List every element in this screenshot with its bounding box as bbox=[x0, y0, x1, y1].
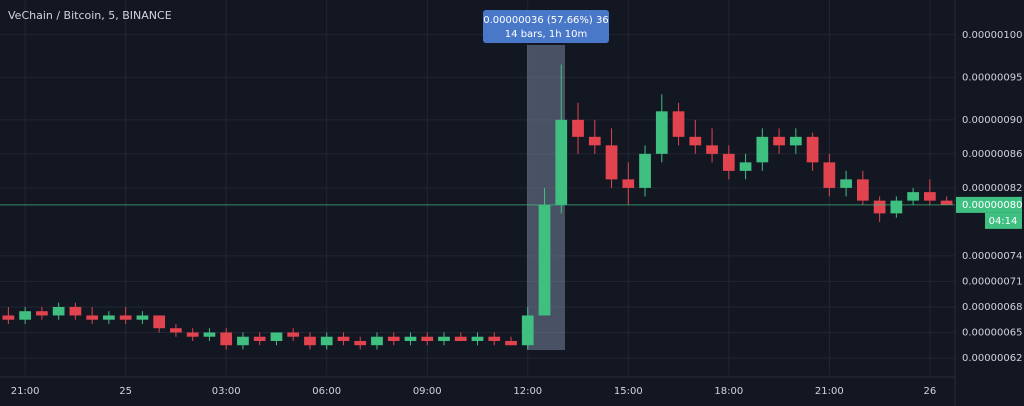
candle-body bbox=[136, 315, 149, 320]
candle-body bbox=[354, 340, 367, 346]
y-tick-label: 0.00000074 bbox=[962, 251, 1022, 262]
y-tick-label: 0.00000068 bbox=[962, 302, 1022, 313]
candle-body bbox=[605, 145, 618, 180]
candle-body bbox=[119, 315, 132, 320]
candle-body bbox=[689, 136, 702, 146]
candle-body bbox=[153, 315, 166, 329]
y-tick-label: 0.00000082 bbox=[962, 183, 1022, 194]
candle-body bbox=[36, 311, 48, 316]
x-tick-label: 21:00 bbox=[815, 386, 844, 397]
candle-body bbox=[438, 336, 450, 341]
candle-body bbox=[421, 336, 434, 341]
candle-body bbox=[706, 145, 718, 154]
candle-body bbox=[840, 179, 852, 188]
candle-body bbox=[103, 315, 115, 320]
candle-body bbox=[572, 119, 584, 137]
x-tick-label: 03:00 bbox=[212, 386, 241, 397]
candle-body bbox=[756, 136, 769, 163]
measure-box bbox=[483, 10, 609, 43]
candle-body bbox=[655, 111, 668, 154]
candle-body bbox=[739, 162, 752, 171]
candle-body bbox=[270, 332, 283, 341]
candle-body bbox=[890, 200, 903, 214]
candle-body bbox=[521, 315, 534, 346]
last-price-label: 0.00000080 bbox=[962, 200, 1022, 211]
candle-body bbox=[19, 311, 31, 320]
x-tick-label: 26 bbox=[924, 386, 937, 397]
candle-body bbox=[52, 306, 65, 316]
y-tick-label: 0.00000095 bbox=[962, 72, 1022, 83]
measure-label: 0.00000036 (57.66%) 36 bbox=[483, 15, 608, 26]
candle-body bbox=[488, 336, 501, 341]
y-tick-label: 0.00000086 bbox=[962, 149, 1022, 160]
candle-body bbox=[237, 336, 249, 346]
x-tick-label: 15:00 bbox=[614, 386, 643, 397]
candle-body bbox=[203, 332, 216, 337]
candle-body bbox=[337, 336, 350, 341]
candle-body bbox=[371, 336, 383, 346]
y-tick-label: 0.00000062 bbox=[962, 353, 1022, 364]
candle-body bbox=[186, 332, 199, 337]
last-price-tag bbox=[956, 196, 1022, 213]
candle-body bbox=[69, 306, 82, 316]
candle-body bbox=[387, 336, 400, 341]
x-tick-label: 09:00 bbox=[413, 386, 442, 397]
candle-body bbox=[404, 336, 417, 341]
candle-body bbox=[538, 204, 551, 316]
candle-body bbox=[773, 136, 785, 146]
candle-body bbox=[722, 153, 735, 171]
candle-body bbox=[86, 315, 99, 320]
y-tick-label: 0.00000065 bbox=[962, 327, 1022, 338]
x-tick-label: 25 bbox=[119, 386, 132, 397]
candle-body bbox=[471, 336, 484, 341]
countdown-label: 04:14 bbox=[989, 216, 1018, 227]
y-tick-label: 0.00000071 bbox=[962, 276, 1022, 287]
measure-sublabel: 14 bars, 1h 10m bbox=[505, 29, 587, 40]
x-tick-label: 18:00 bbox=[714, 386, 743, 397]
y-tick-label: 0.00000090 bbox=[962, 115, 1022, 126]
candle-body bbox=[2, 315, 15, 320]
plot bbox=[0, 64, 955, 350]
candle-body bbox=[304, 336, 316, 346]
countdown-tag bbox=[985, 212, 1022, 229]
candle-body bbox=[555, 119, 568, 205]
candle-body bbox=[622, 179, 635, 188]
candle-body bbox=[907, 192, 919, 201]
candle-body bbox=[454, 336, 467, 341]
y-tick-label: 0.00000100 bbox=[962, 30, 1022, 41]
x-tick-label: 12:00 bbox=[513, 386, 542, 397]
candle-body bbox=[287, 332, 300, 337]
candle-body bbox=[253, 336, 266, 341]
candle-body bbox=[873, 200, 886, 214]
candle-body bbox=[220, 332, 233, 346]
candle-body bbox=[505, 340, 517, 346]
candle-body bbox=[320, 336, 333, 346]
x-tick-label: 06:00 bbox=[312, 386, 341, 397]
candle-body bbox=[806, 136, 819, 163]
chart-title: VeChain / Bitcoin, 5, BINANCE bbox=[8, 9, 172, 22]
candle-body bbox=[789, 136, 802, 146]
candle-body bbox=[672, 111, 685, 137]
candle-body bbox=[940, 200, 953, 205]
x-tick-label: 21:00 bbox=[11, 386, 40, 397]
candle-body bbox=[639, 153, 651, 188]
candle-body bbox=[588, 136, 601, 146]
candle-body bbox=[823, 162, 836, 188]
candle-body bbox=[170, 328, 182, 333]
candle-body bbox=[924, 192, 936, 201]
candle-body bbox=[856, 179, 869, 201]
